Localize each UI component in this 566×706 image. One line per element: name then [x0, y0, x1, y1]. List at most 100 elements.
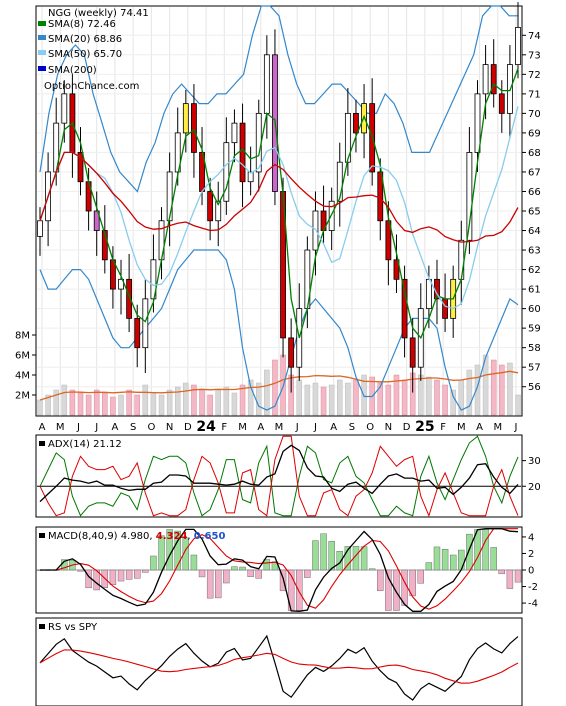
volume-bar	[466, 369, 473, 416]
price-tick-label: 56	[528, 382, 541, 393]
macd-histogram-bar	[377, 569, 384, 591]
macd-histogram-bar	[296, 569, 303, 611]
volume-bar	[207, 394, 213, 416]
bollinger-lower-line	[39, 249, 519, 411]
candle-body	[239, 122, 246, 183]
month-label: N	[166, 422, 173, 433]
volume-bar	[77, 392, 84, 416]
macd-histogram-bar	[490, 547, 497, 571]
candle-body	[328, 200, 335, 231]
volume-bar	[328, 384, 335, 416]
candle-body	[288, 337, 295, 368]
macd-histogram-bar	[458, 549, 465, 571]
month-label: D	[184, 422, 192, 433]
macd-histogram-bar	[150, 555, 157, 571]
macd-histogram-bar	[215, 569, 222, 599]
candle-body	[93, 210, 100, 231]
macd-tick-label: -4	[528, 599, 538, 610]
month-label: M	[457, 422, 466, 433]
volume-bar	[247, 379, 254, 416]
volume-bar	[37, 399, 43, 416]
candle-body	[134, 317, 141, 349]
candle-body	[101, 230, 108, 261]
adx-label: ADX(14) 21.12	[48, 439, 122, 450]
volume-bar	[450, 389, 456, 416]
macd-histogram-bar	[417, 569, 424, 584]
year-label: 25	[415, 419, 434, 435]
macd-histogram-bar	[328, 541, 335, 571]
macd-histogram-bar	[134, 569, 141, 579]
volume-bar	[174, 386, 181, 416]
rs-label-swatch	[39, 624, 45, 629]
month-label: D	[403, 422, 411, 433]
candle-body	[336, 161, 343, 202]
macd-histogram-bar	[158, 535, 165, 571]
candle-body	[231, 122, 238, 144]
macd-label-swatch	[39, 533, 45, 538]
price-tick-label: 71	[528, 89, 541, 100]
price-tick-label: 66	[528, 187, 541, 198]
volume-bar	[312, 382, 319, 416]
volume-bar	[296, 379, 303, 416]
macd-histogram-bar	[498, 569, 505, 575]
macd-tick-label: 2	[528, 549, 534, 560]
legend-sma20: SMA(20) 68.86	[48, 34, 122, 45]
volume-bar	[401, 379, 408, 416]
candle-body	[166, 171, 173, 222]
macd-histogram-bar	[514, 569, 522, 583]
volume-bar	[499, 364, 505, 416]
volume-bar	[231, 392, 238, 416]
adx-minus-di-line	[39, 435, 519, 518]
volume-bar	[320, 386, 327, 416]
volume-tick-label: 2M	[15, 391, 30, 402]
adx-line	[39, 444, 519, 503]
volume-bar	[110, 396, 116, 416]
month-label: A	[476, 422, 483, 433]
month-label: M	[275, 422, 284, 433]
macd-histogram-bar	[77, 569, 84, 572]
volume-bar	[102, 392, 108, 416]
volume-bar	[126, 389, 132, 416]
price-tick-label: 67	[528, 167, 541, 178]
legend-sma8: SMA(8) 72.46	[48, 19, 116, 30]
month-label: J	[94, 422, 98, 433]
price-tick-label: 70	[528, 109, 541, 120]
price-tick-label: 72	[528, 70, 541, 81]
rs-panel-frame	[35, 617, 523, 706]
macd-signal-line	[40, 528, 518, 610]
macd-histogram-bar	[368, 568, 376, 571]
macd-histogram-bar	[466, 533, 473, 571]
rs-line	[39, 634, 519, 701]
price-tick-label: 73	[528, 50, 541, 61]
price-tick-label: 69	[528, 128, 541, 139]
macd-histogram-bar	[174, 530, 181, 571]
volume-tick-label: 8M	[15, 331, 30, 342]
volume-bar	[150, 392, 157, 416]
volume-bar	[45, 394, 51, 416]
volume-bar	[158, 394, 165, 416]
candle-body	[458, 239, 465, 280]
macd-histogram-bar	[433, 546, 441, 571]
price-tick-label: 62	[528, 265, 541, 276]
price-tick-label: 64	[528, 226, 541, 237]
candle-body	[442, 298, 448, 319]
volume-bar	[474, 364, 481, 416]
candle-body	[385, 220, 392, 261]
month-label: S	[349, 422, 355, 433]
macd-histogram-bar	[393, 569, 400, 611]
bollinger-upper-line	[39, 5, 518, 193]
price-tick-label: 63	[528, 246, 541, 257]
volume-bar	[93, 389, 100, 416]
volume-bar	[264, 369, 270, 416]
candle-body	[498, 93, 505, 114]
volume-bar	[272, 359, 278, 416]
macd-histogram-bar	[441, 549, 449, 571]
candle-body	[401, 278, 408, 339]
month-label: A	[257, 422, 264, 433]
macd-histogram-bar	[198, 569, 206, 578]
candle-body	[474, 93, 481, 153]
macd-histogram-bar	[320, 533, 327, 571]
macd-histogram-bar	[239, 566, 246, 571]
volume-bar	[426, 376, 432, 416]
macd-histogram-bar	[506, 569, 514, 589]
